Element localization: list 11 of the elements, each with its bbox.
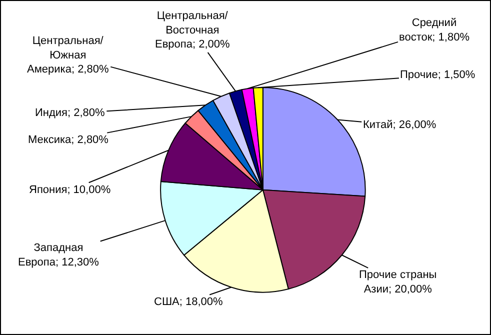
slice-label: Прочие; 1,50% [400, 69, 476, 81]
slice-label: Индия; 2,80% [35, 107, 106, 119]
slice-label: Мексика; 2,80% [28, 134, 109, 146]
slice-label: Центральная/Восточная Европа; 2,00% [155, 10, 230, 51]
slice-label: Центральная/Южная Америка; 2,80% [27, 35, 109, 76]
slice-label: Западная Европа; 12,30% [18, 242, 100, 268]
slice-label: Китай; 26,00% [363, 119, 436, 131]
slice-label: Япония; 10,00% [29, 184, 111, 196]
slice-label: США; 18,00% [154, 296, 223, 308]
slice-label: Прочие страны Азии; 20,00% [359, 269, 437, 296]
slice-label: Средний восток; 1,80% [399, 17, 470, 44]
